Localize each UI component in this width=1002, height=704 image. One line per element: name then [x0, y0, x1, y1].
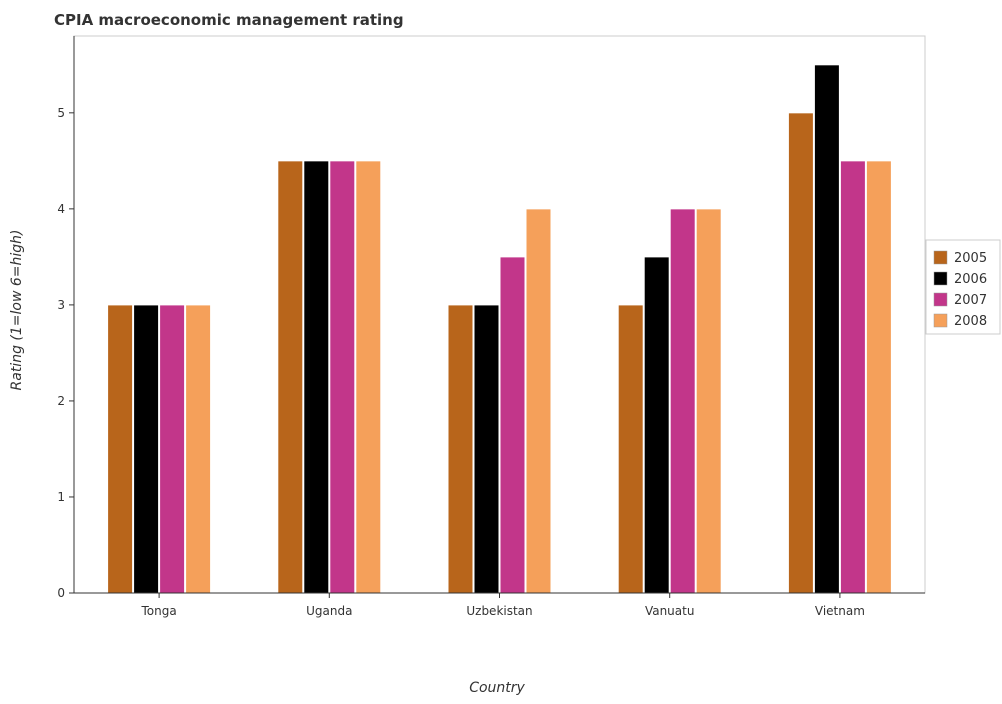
bar-2006-uganda	[303, 160, 330, 594]
x-axis: Tonga Uganda Uzbekistan Vanuatu Vietnam	[74, 592, 925, 618]
legend-swatch-2005	[933, 250, 948, 265]
legend-swatch-2008	[933, 313, 948, 328]
bar-2007-uganda	[329, 160, 356, 594]
bar-2008-vietnam	[865, 160, 892, 594]
bar-2006-vietnam	[813, 64, 840, 594]
bar-2006-vanuatu	[643, 256, 670, 594]
x-tick-label: Vanuatu	[645, 604, 695, 618]
bar-2006-uzbekistan	[473, 304, 500, 594]
x-tick-label: Uzbekistan	[466, 604, 532, 618]
legend: 2005 2006 2007 2008	[925, 239, 1001, 335]
y-tick-label: 2	[57, 394, 65, 408]
y-tick-label: 3	[57, 298, 65, 312]
bar-2005-uganda	[277, 160, 304, 594]
bar-2008-uganda	[355, 160, 382, 594]
y-tick-label: 5	[57, 106, 65, 120]
legend-label-2007: 2007	[954, 293, 987, 308]
bar-2006-tonga	[133, 304, 160, 594]
bar-2005-vanuatu	[617, 304, 644, 594]
x-tick-label: Uganda	[306, 604, 352, 618]
bar-2007-tonga	[159, 304, 186, 594]
bar-2007-vietnam	[839, 160, 866, 594]
bar-2008-tonga	[185, 304, 212, 594]
x-axis-label: Country	[469, 680, 525, 696]
plot-area	[73, 35, 926, 594]
bar-2005-tonga	[107, 304, 134, 594]
y-tick-label: 4	[57, 202, 65, 216]
legend-label-2006: 2006	[954, 272, 987, 287]
bar-2007-uzbekistan	[499, 256, 526, 594]
y-axis: 0 1 2 3 4 5	[57, 36, 75, 600]
y-axis-label: Rating (1=low 6=high)	[9, 230, 25, 391]
legend-swatch-2007	[933, 292, 948, 307]
bar-2005-uzbekistan	[447, 304, 474, 594]
legend-label-2005: 2005	[954, 251, 987, 266]
chart-title: CPIA macroeconomic management rating	[54, 11, 404, 29]
legend-label-2008: 2008	[954, 314, 987, 329]
bar-2008-vanuatu	[695, 208, 722, 594]
y-tick-label: 0	[57, 586, 65, 600]
y-tick-label: 1	[57, 490, 65, 504]
legend-swatch-2006	[933, 271, 948, 286]
bar-2008-uzbekistan	[525, 208, 552, 594]
bar-2007-vanuatu	[669, 208, 696, 594]
x-tick-label: Vietnam	[815, 604, 865, 618]
bar-2005-vietnam	[787, 112, 814, 594]
x-tick-label: Tonga	[140, 604, 176, 618]
